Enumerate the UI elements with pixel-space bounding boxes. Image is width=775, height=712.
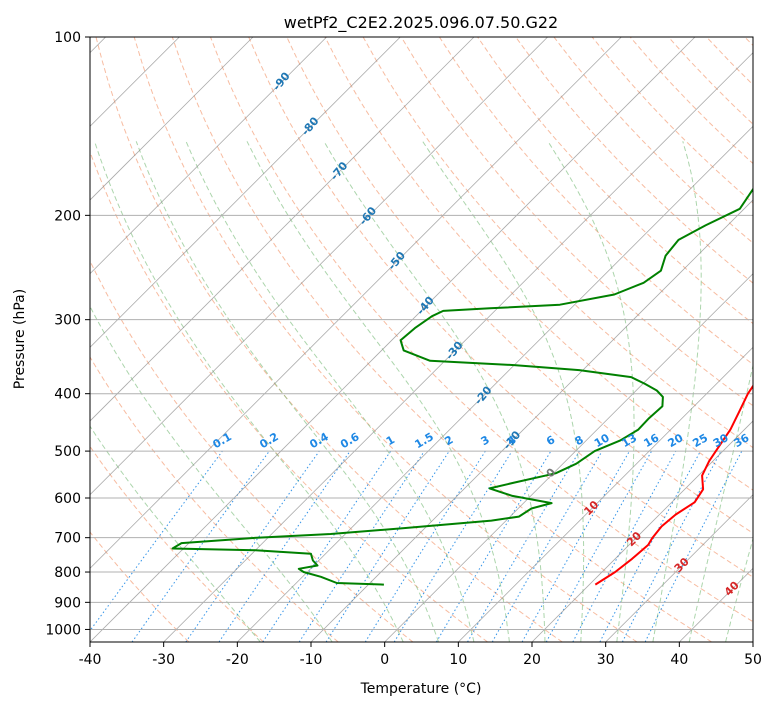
x-tick-label: 10 (449, 652, 467, 668)
y-tick-label: 300 (54, 313, 81, 329)
x-tick-label: -20 (226, 652, 249, 668)
y-tick-label: 1000 (45, 622, 81, 638)
y-tick-label: 100 (54, 30, 81, 46)
x-tick-label: 0 (380, 652, 389, 668)
x-tick-label: 40 (670, 652, 688, 668)
chart-title: wetPf2_C2E2.2025.096.07.50.G22 (284, 13, 558, 33)
x-tick-label: 20 (523, 652, 541, 668)
y-axis-title: Pressure (hPa) (12, 289, 28, 389)
y-tick-label: 800 (54, 565, 81, 581)
y-tick-label: 600 (54, 491, 81, 507)
y-tick-label: 400 (54, 387, 81, 403)
x-tick-label: 30 (597, 652, 615, 668)
y-tick-label: 700 (54, 531, 81, 547)
x-tick-label: -30 (152, 652, 175, 668)
y-tick-label: 200 (54, 208, 81, 224)
y-tick-label: 500 (54, 444, 81, 460)
x-tick-label: 50 (744, 652, 762, 668)
x-tick-label: -10 (300, 652, 323, 668)
y-tick-label: 900 (54, 595, 81, 611)
x-tick-label: -40 (79, 652, 102, 668)
x-axis-title: Temperature (°C) (360, 681, 482, 697)
